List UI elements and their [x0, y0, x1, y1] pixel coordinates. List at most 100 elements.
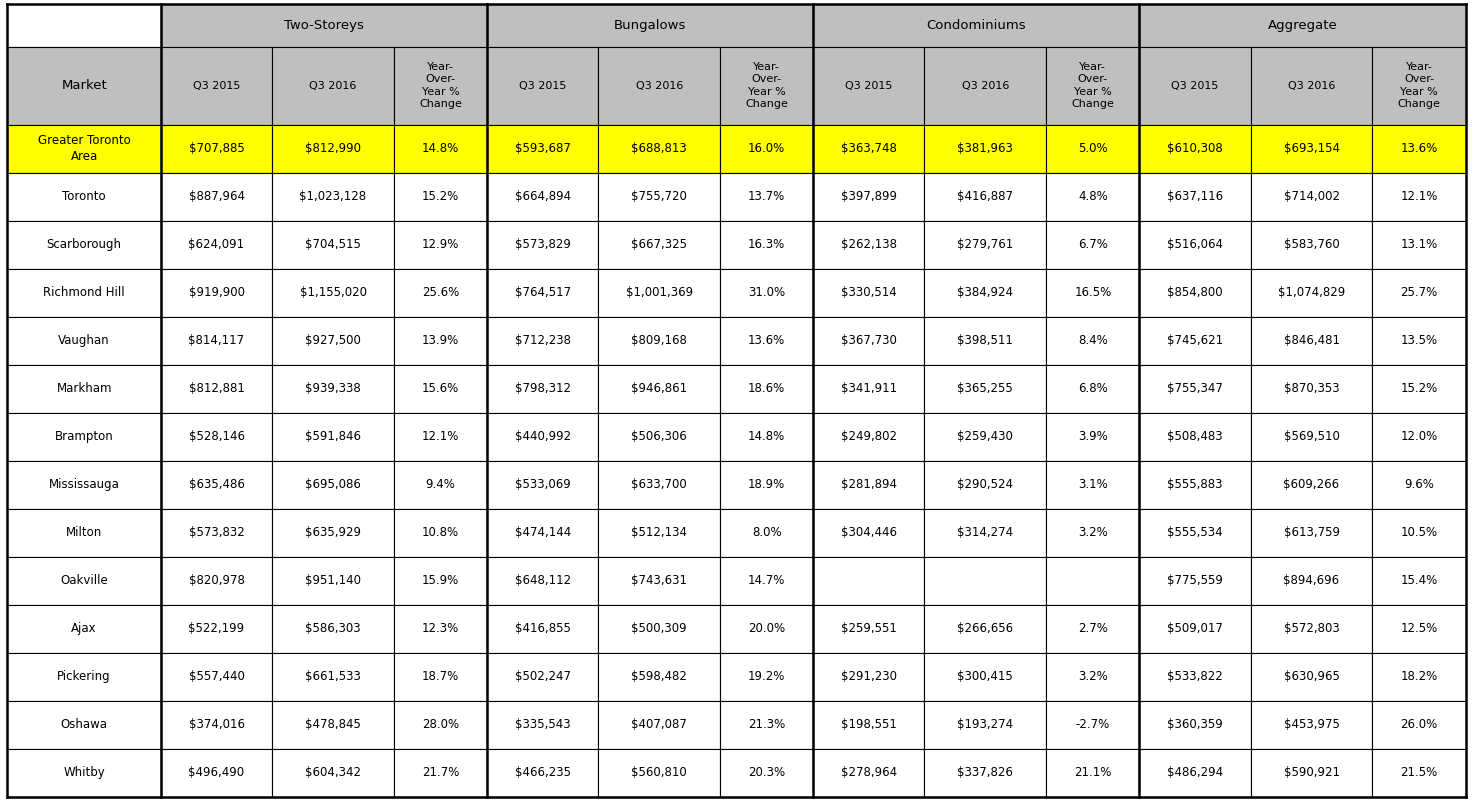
Text: $281,894: $281,894 — [841, 478, 897, 491]
Bar — [1046, 220, 1140, 268]
Text: $667,325: $667,325 — [632, 238, 688, 252]
Bar — [925, 653, 1046, 701]
Bar — [925, 364, 1046, 413]
Bar — [393, 557, 488, 605]
Bar — [1251, 268, 1373, 316]
Bar — [925, 557, 1046, 605]
Bar — [598, 124, 720, 172]
Text: $590,921: $590,921 — [1283, 767, 1339, 779]
Text: 16.5%: 16.5% — [1074, 286, 1112, 299]
Text: $764,517: $764,517 — [514, 286, 570, 299]
Text: 15.4%: 15.4% — [1401, 574, 1438, 587]
Text: $502,247: $502,247 — [514, 670, 570, 683]
Text: 18.7%: 18.7% — [421, 670, 460, 683]
Text: $193,274: $193,274 — [957, 718, 1013, 731]
Text: 6.8%: 6.8% — [1078, 382, 1108, 395]
Text: 4.8%: 4.8% — [1078, 190, 1108, 203]
Text: 12.0%: 12.0% — [1401, 430, 1438, 443]
Text: $664,894: $664,894 — [514, 190, 570, 203]
Text: Q3 2015: Q3 2015 — [193, 81, 240, 91]
Text: 13.1%: 13.1% — [1401, 238, 1438, 252]
Bar — [1373, 268, 1466, 316]
Bar — [598, 413, 720, 461]
Bar — [393, 124, 488, 172]
Bar — [925, 268, 1046, 316]
Bar — [813, 4, 1140, 46]
Bar — [273, 461, 393, 509]
Bar — [720, 268, 813, 316]
Text: $598,482: $598,482 — [632, 670, 686, 683]
Bar — [7, 557, 161, 605]
Text: $533,069: $533,069 — [516, 478, 570, 491]
Bar — [393, 268, 488, 316]
Bar — [1373, 653, 1466, 701]
Bar — [393, 461, 488, 509]
Text: Toronto: Toronto — [62, 190, 106, 203]
Text: Q3 2016: Q3 2016 — [635, 81, 683, 91]
Bar — [7, 701, 161, 749]
Text: $555,534: $555,534 — [1167, 526, 1223, 539]
Text: Year-
Over-
Year %
Change: Year- Over- Year % Change — [418, 62, 463, 109]
Text: $528,146: $528,146 — [189, 430, 245, 443]
Text: 15.2%: 15.2% — [421, 190, 460, 203]
Text: 10.8%: 10.8% — [421, 526, 460, 539]
Text: $304,446: $304,446 — [841, 526, 897, 539]
Bar — [273, 413, 393, 461]
Text: $714,002: $714,002 — [1283, 190, 1339, 203]
Text: $610,308: $610,308 — [1167, 142, 1223, 155]
Text: 8.4%: 8.4% — [1078, 334, 1108, 347]
Bar — [1251, 220, 1373, 268]
Bar — [1140, 653, 1251, 701]
Bar — [813, 316, 925, 364]
Text: Q3 2015: Q3 2015 — [1171, 81, 1218, 91]
Bar — [1251, 557, 1373, 605]
Bar — [161, 220, 273, 268]
Bar — [720, 172, 813, 220]
Bar — [161, 4, 488, 46]
Text: $927,500: $927,500 — [305, 334, 361, 347]
Bar — [161, 557, 273, 605]
Bar — [925, 413, 1046, 461]
Text: $637,116: $637,116 — [1167, 190, 1223, 203]
Text: Vaughan: Vaughan — [59, 334, 110, 347]
Bar — [1046, 172, 1140, 220]
Text: 25.7%: 25.7% — [1401, 286, 1438, 299]
Text: $291,230: $291,230 — [841, 670, 897, 683]
Bar — [273, 557, 393, 605]
Text: $613,759: $613,759 — [1283, 526, 1339, 539]
Bar — [1140, 701, 1251, 749]
Text: $407,087: $407,087 — [632, 718, 686, 731]
Text: Two-Storeys: Two-Storeys — [284, 19, 364, 32]
Text: 13.6%: 13.6% — [748, 334, 785, 347]
Bar — [1140, 316, 1251, 364]
Bar — [720, 461, 813, 509]
Text: 5.0%: 5.0% — [1078, 142, 1108, 155]
Bar — [813, 461, 925, 509]
Bar — [813, 749, 925, 797]
Bar — [1251, 653, 1373, 701]
Bar — [488, 701, 598, 749]
Bar — [1140, 46, 1251, 124]
Text: $712,238: $712,238 — [514, 334, 570, 347]
Text: 13.9%: 13.9% — [421, 334, 460, 347]
Text: $398,511: $398,511 — [957, 334, 1013, 347]
Text: 21.7%: 21.7% — [421, 767, 460, 779]
Text: $583,760: $583,760 — [1283, 238, 1339, 252]
Text: $314,274: $314,274 — [957, 526, 1013, 539]
Bar — [1373, 172, 1466, 220]
Bar — [488, 364, 598, 413]
Text: $704,515: $704,515 — [305, 238, 361, 252]
Bar — [598, 701, 720, 749]
Bar — [161, 316, 273, 364]
Bar — [488, 557, 598, 605]
Bar — [1251, 461, 1373, 509]
Text: $946,861: $946,861 — [630, 382, 688, 395]
Text: $360,359: $360,359 — [1167, 718, 1223, 731]
Text: $259,430: $259,430 — [957, 430, 1013, 443]
Text: Q3 2015: Q3 2015 — [846, 81, 893, 91]
Text: $557,440: $557,440 — [189, 670, 245, 683]
Bar — [598, 557, 720, 605]
Bar — [161, 461, 273, 509]
Bar — [393, 509, 488, 557]
Text: 15.9%: 15.9% — [421, 574, 460, 587]
